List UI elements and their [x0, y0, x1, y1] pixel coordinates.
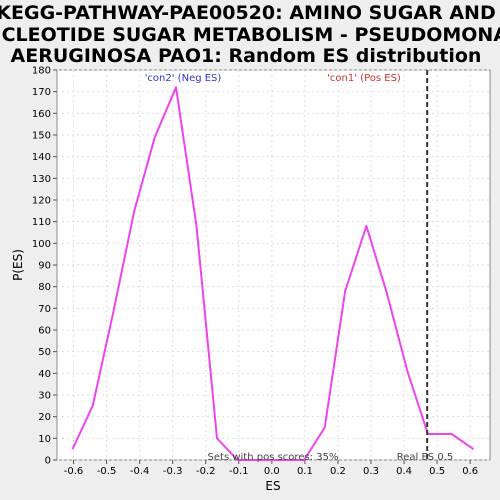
- x-tick-label: -0.1: [229, 466, 249, 477]
- y-axis-label: P(ES): [11, 249, 25, 281]
- chart-title-line-2: NUCLEOTIDE SUGAR METABOLISM - PSEUDOMONA…: [0, 24, 500, 46]
- y-tick-label: 120: [32, 196, 51, 207]
- y-tick-label: 70: [38, 304, 51, 315]
- x-tick-label: 0.4: [396, 466, 412, 477]
- y-tick-label: 160: [32, 109, 51, 120]
- y-tick-label: 110: [32, 217, 51, 228]
- y-tick-label: 90: [38, 261, 51, 272]
- x-tick-label: -0.2: [196, 466, 216, 477]
- x-tick-label: 0.1: [297, 466, 313, 477]
- y-tick-label: 80: [38, 282, 51, 293]
- series-marks: [71, 70, 475, 461]
- y-tick-label: 140: [32, 152, 51, 163]
- pos-es-annotation: 'con1' (Pos ES): [327, 73, 401, 84]
- x-tick-label: -0.3: [163, 466, 183, 477]
- x-tick-label: 0.5: [429, 466, 445, 477]
- y-tick-label: 180: [32, 66, 51, 77]
- y-tick-label: 50: [38, 347, 51, 358]
- x-tick-label: 0.2: [330, 466, 346, 477]
- chart-title-line-3: AERUGINOSA PAO1: Random ES distribution: [11, 45, 482, 67]
- y-tick-label: 10: [38, 434, 51, 445]
- y-tick-label: 130: [32, 174, 51, 185]
- grid-lines: [57, 69, 490, 461]
- real-es-label: Real ES 0.5: [397, 452, 453, 463]
- y-tick-label: 170: [32, 87, 51, 98]
- distribution-line: [71, 86, 475, 461]
- y-tick-label: 40: [38, 369, 51, 380]
- y-tick-label: 20: [38, 412, 51, 423]
- x-tick-label: -0.6: [64, 466, 84, 477]
- x-tick-label: -0.4: [130, 466, 150, 477]
- y-tick-label: 30: [38, 391, 51, 402]
- y-tick-label: 100: [32, 239, 51, 250]
- chart-title-line-1: KEGG-PATHWAY-PAE00520: AMINO SUGAR AND: [0, 2, 496, 24]
- x-tick-label: -0.5: [97, 466, 117, 477]
- y-tick-label: 0: [45, 456, 51, 467]
- x-axis-label: ES: [265, 479, 280, 493]
- neg-es-annotation: 'con2' (Neg ES): [145, 73, 222, 84]
- x-tick-label: 0.6: [462, 466, 478, 477]
- pos-scores-annotation: Sets with pos scores: 35%: [208, 452, 339, 463]
- y-tick-label: 150: [32, 131, 51, 142]
- axes: 0 10 20 30 40 50 60 70 80 90 100 110 120 130 140 150 160…: [32, 66, 478, 478]
- y-tick-label: 60: [38, 326, 51, 337]
- x-tick-label: 0.0: [264, 466, 280, 477]
- x-tick-label: 0.3: [363, 466, 379, 477]
